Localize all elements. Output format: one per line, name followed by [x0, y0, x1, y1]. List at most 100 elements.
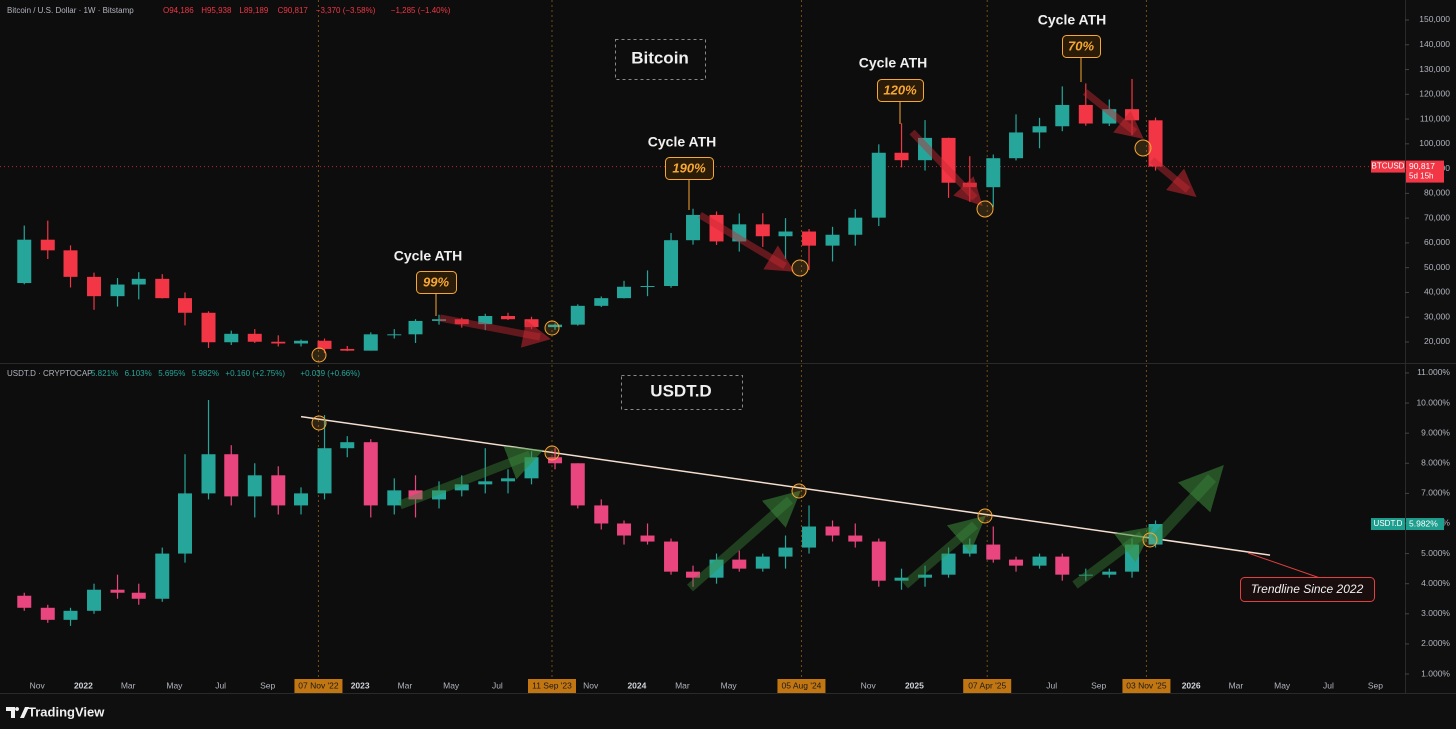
x-tick-label: Sep [1368, 680, 1383, 690]
candle-body [617, 286, 632, 299]
candle-body [570, 305, 585, 325]
pivot-circle [544, 320, 560, 336]
annotation-title: Cycle ATH [1038, 12, 1106, 28]
x-tick-label: May [166, 680, 183, 690]
annotation-title: Cycle ATH [648, 134, 716, 150]
y-tick-label: 1.000% [1421, 668, 1450, 678]
footer: TradingView [6, 704, 105, 719]
symbol-label: Bitcoin / U.S. Dollar · 1W · Bitstamp [7, 6, 134, 15]
x-tick-label: Mar [398, 680, 413, 690]
candle-body [594, 505, 609, 524]
candle-body [1102, 109, 1117, 124]
candle-body [825, 526, 840, 536]
candle-body [1078, 104, 1093, 124]
pivot-circle [311, 415, 327, 431]
candle-body [17, 595, 32, 608]
candle-body [941, 137, 956, 183]
price-label: 90,817 [1409, 161, 1435, 171]
candle-body [1032, 126, 1047, 133]
x-tick-label: 2026 [1182, 680, 1201, 690]
legend-stat: C90,817 [278, 6, 309, 15]
candle-body [594, 298, 609, 306]
date-marker-bg [527, 679, 576, 693]
candle-body [201, 454, 216, 494]
y-tick-label: 11.000% [1417, 367, 1450, 377]
annotation-box [416, 271, 457, 294]
pivot-circle [1134, 139, 1152, 157]
candle-body [802, 526, 817, 548]
candle-body [155, 278, 170, 299]
candle-body [131, 592, 146, 599]
panel-title: Bitcoin [631, 48, 689, 67]
x-tick-label: Nov [861, 680, 877, 690]
candle-body [408, 490, 423, 500]
candle-body [87, 276, 102, 297]
annotation-title: Cycle ATH [394, 248, 462, 264]
candle-body [664, 240, 679, 287]
candle-body [548, 324, 563, 328]
candle-body [617, 523, 632, 536]
panel-title: USDT.D [650, 381, 711, 400]
x-tick-label: May [721, 680, 738, 690]
candle-body [271, 341, 286, 344]
y-tick-label: 40,000 [1424, 287, 1450, 297]
price-tag: USDT.D [1374, 519, 1403, 528]
candle-body [1055, 104, 1070, 127]
arrow [909, 129, 983, 207]
candle-body [732, 224, 747, 242]
x-tick-label: 03 Nov '25 [1126, 680, 1167, 690]
candle-body [224, 333, 239, 343]
date-marker-bg [963, 679, 1012, 693]
countdown: 5d 15h [1409, 172, 1433, 181]
x-tick-label: Jul [215, 680, 226, 690]
x-tick-label: Mar [1229, 680, 1244, 690]
date-marker-bg [777, 679, 826, 693]
candle-body [294, 340, 309, 344]
x-tick-label: 2024 [627, 680, 646, 690]
title-box [615, 39, 706, 80]
candle-body [40, 239, 55, 251]
trendline-label: Trendline Since 2022 [1251, 582, 1364, 596]
x-tick-label: Sep [1091, 680, 1106, 690]
y-tick-label: 3.000% [1421, 608, 1450, 618]
y-tick-label: 60,000 [1424, 237, 1450, 247]
arrow [902, 515, 986, 589]
price-tag-bg [1371, 518, 1405, 531]
y-tick-label: 4.000% [1421, 578, 1450, 588]
candle-body [340, 442, 355, 449]
decorations [311, 35, 1375, 602]
price-label: 5.982% [1409, 518, 1438, 528]
legend-stat: 5.695% [158, 369, 185, 378]
candle-body [340, 348, 355, 351]
candle-body [478, 315, 493, 325]
x-tick-label: Jul [492, 680, 503, 690]
candle-body [918, 137, 933, 161]
candle-body [664, 541, 679, 572]
arrow [1149, 157, 1197, 198]
candle-body [1009, 559, 1024, 566]
arrow [1082, 89, 1144, 139]
candle-body [387, 334, 402, 336]
x-tick-label: 05 Aug '24 [781, 680, 821, 690]
y-tick-label: 8.000% [1421, 458, 1450, 468]
title-box [621, 375, 743, 410]
x-tick-label: 2023 [351, 680, 370, 690]
price-label-bg [1406, 518, 1444, 531]
candle-body [501, 315, 516, 320]
candle-body [201, 312, 216, 343]
pivot-circle [976, 200, 994, 218]
legend-stat: 5.821% [91, 369, 118, 378]
y-tick-label: 150,000 [1419, 14, 1450, 24]
plot-area [0, 0, 1405, 693]
y-tick-label: 120,000 [1419, 89, 1450, 99]
candle-body [1032, 556, 1047, 566]
candle-body [40, 607, 55, 620]
candle-body [640, 286, 655, 288]
legend-stat: +0.039 (+0.66%) [300, 369, 360, 378]
candle-body [478, 481, 493, 485]
candle-body [918, 574, 933, 578]
candle-body [1102, 571, 1117, 575]
candle-body [941, 553, 956, 575]
candle-body [570, 463, 585, 506]
